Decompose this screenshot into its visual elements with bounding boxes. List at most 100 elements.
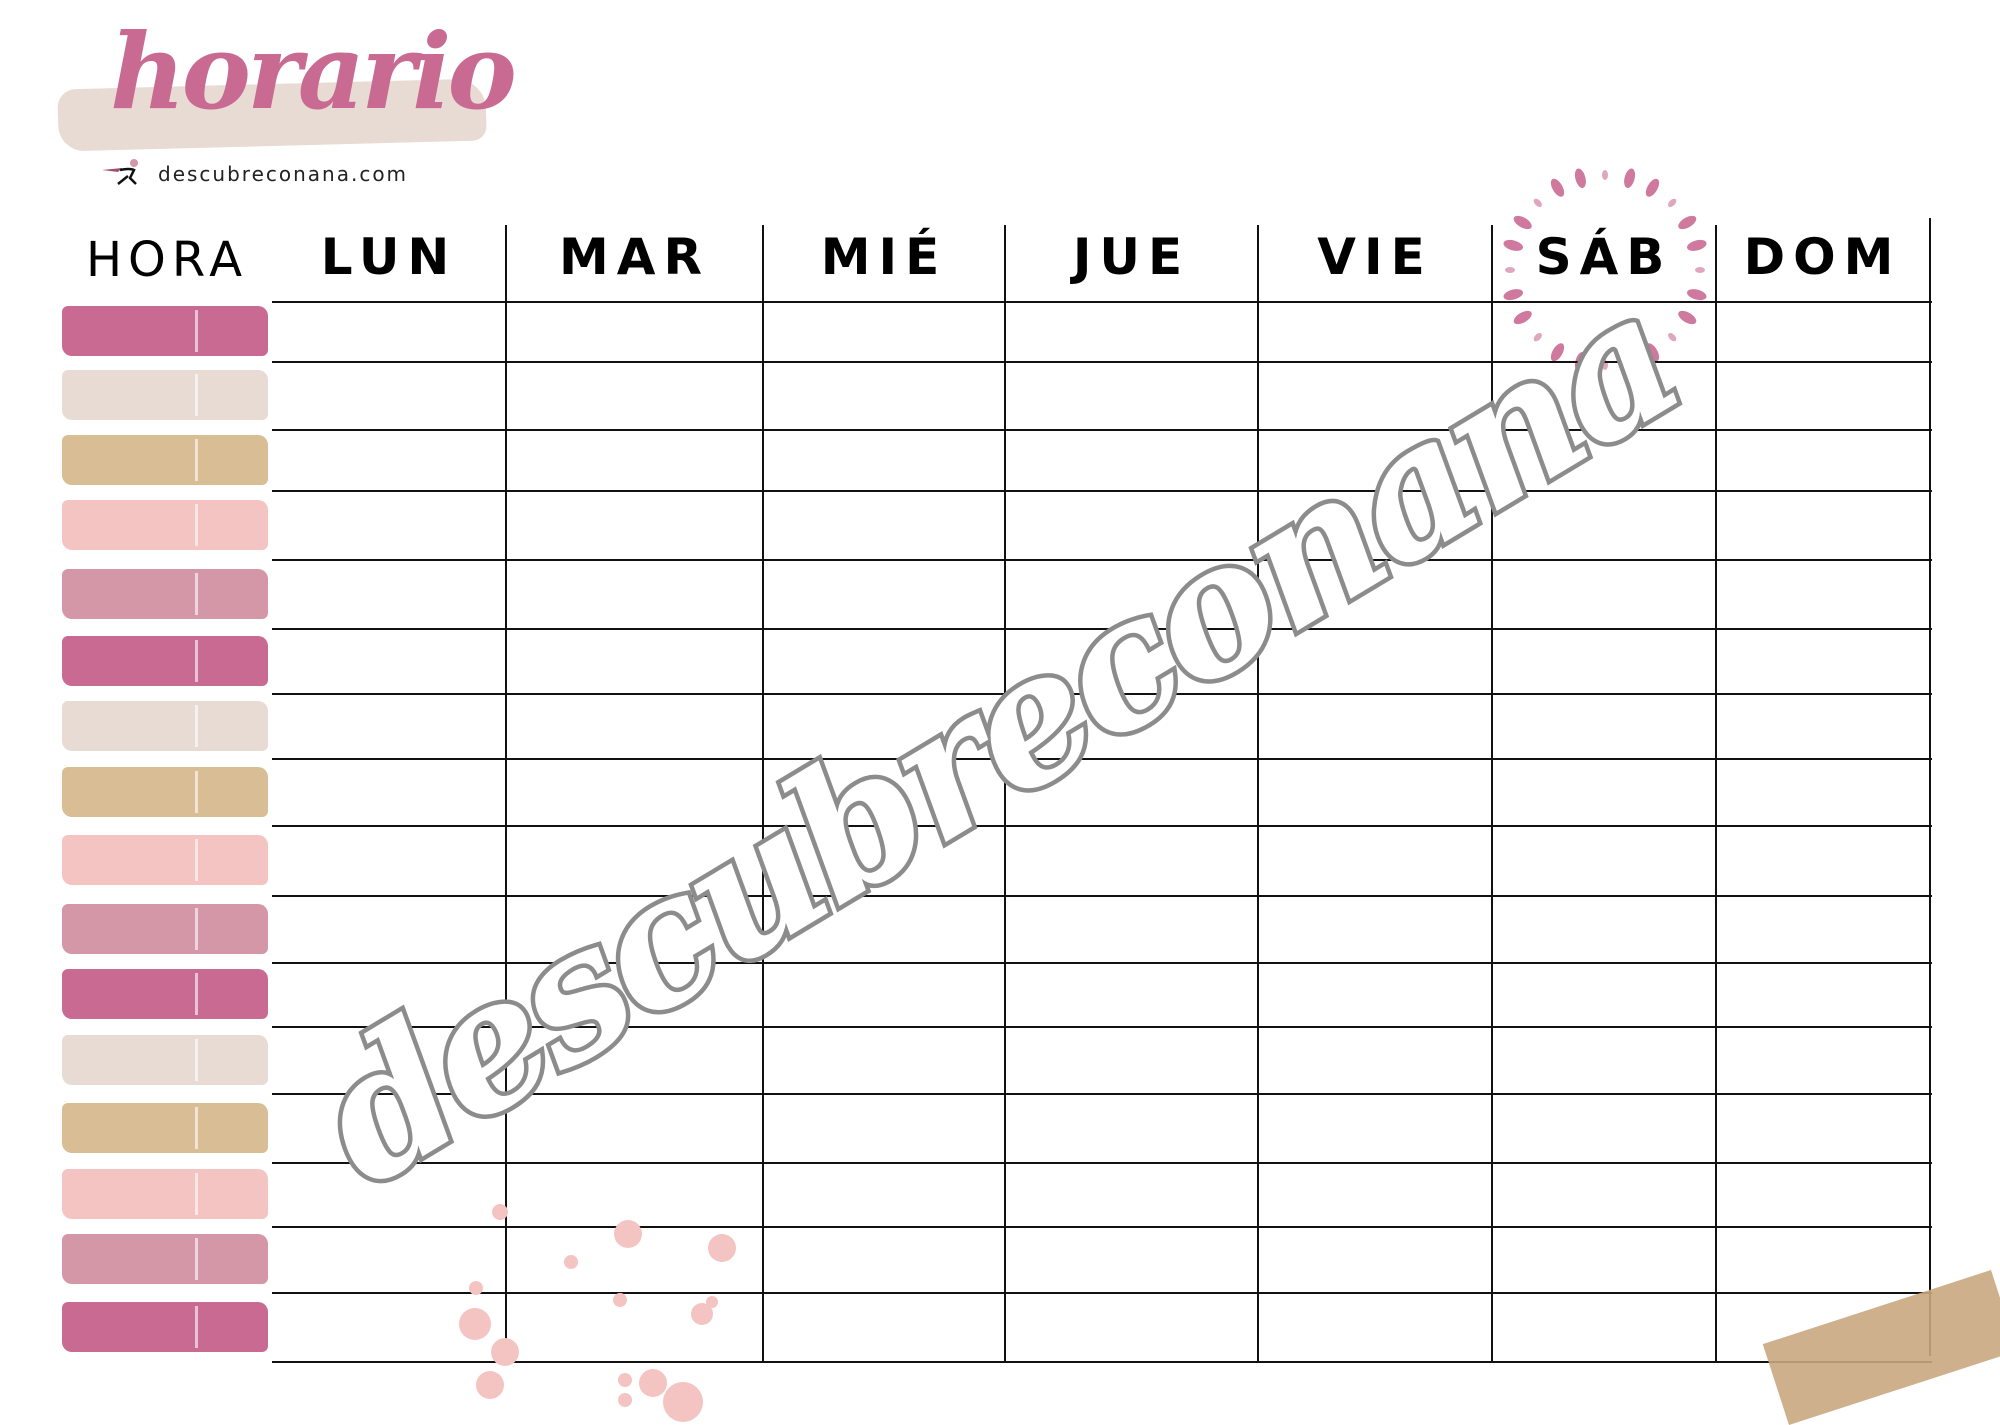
schedule-cell[interactable] <box>1492 361 1716 429</box>
schedule-cell[interactable] <box>1258 1026 1492 1093</box>
schedule-cell[interactable] <box>1005 361 1258 429</box>
schedule-cell[interactable] <box>763 825 1005 895</box>
schedule-cell[interactable] <box>1716 490 1929 559</box>
schedule-cell[interactable] <box>1258 758 1492 825</box>
schedule-cell[interactable] <box>1492 1162 1716 1226</box>
schedule-cell[interactable] <box>763 1226 1005 1292</box>
schedule-cell[interactable] <box>1492 1226 1716 1292</box>
schedule-cell[interactable] <box>1492 693 1716 758</box>
schedule-cell[interactable] <box>272 693 506 758</box>
schedule-cell[interactable] <box>506 1162 763 1226</box>
schedule-cell[interactable] <box>506 301 763 361</box>
schedule-cell[interactable] <box>1005 1093 1258 1162</box>
schedule-cell[interactable] <box>506 429 763 490</box>
schedule-cell[interactable] <box>272 559 506 628</box>
hour-slot-swatch[interactable] <box>62 1234 268 1284</box>
schedule-cell[interactable] <box>1492 825 1716 895</box>
schedule-cell[interactable] <box>1005 1292 1258 1361</box>
schedule-cell[interactable] <box>1005 429 1258 490</box>
schedule-cell[interactable] <box>1716 559 1929 628</box>
schedule-cell[interactable] <box>506 559 763 628</box>
schedule-cell[interactable] <box>272 895 506 962</box>
hour-slot-swatch[interactable] <box>62 499 268 550</box>
schedule-cell[interactable] <box>1258 693 1492 758</box>
schedule-cell[interactable] <box>506 1026 763 1093</box>
schedule-cell[interactable] <box>1258 825 1492 895</box>
schedule-cell[interactable] <box>763 559 1005 628</box>
schedule-cell[interactable] <box>1258 361 1492 429</box>
schedule-cell[interactable] <box>1492 1093 1716 1162</box>
schedule-cell[interactable] <box>1258 628 1492 693</box>
schedule-cell[interactable] <box>1258 895 1492 962</box>
schedule-cell[interactable] <box>1005 1226 1258 1292</box>
schedule-cell[interactable] <box>1716 1026 1929 1093</box>
hour-slot-swatch[interactable] <box>62 1169 268 1219</box>
schedule-cell[interactable] <box>1716 429 1929 490</box>
schedule-cell[interactable] <box>763 693 1005 758</box>
schedule-cell[interactable] <box>1492 1292 1716 1361</box>
schedule-cell[interactable] <box>506 490 763 559</box>
hour-slot-swatch[interactable] <box>62 700 268 751</box>
schedule-cell[interactable] <box>763 895 1005 962</box>
schedule-cell[interactable] <box>763 628 1005 693</box>
schedule-cell[interactable] <box>1258 429 1492 490</box>
schedule-cell[interactable] <box>1258 1162 1492 1226</box>
schedule-cell[interactable] <box>763 962 1005 1026</box>
schedule-cell[interactable] <box>1716 628 1929 693</box>
schedule-cell[interactable] <box>506 693 763 758</box>
schedule-cell[interactable] <box>1258 559 1492 628</box>
schedule-cell[interactable] <box>1716 1226 1929 1292</box>
hour-slot-swatch[interactable] <box>62 1034 268 1085</box>
schedule-cell[interactable] <box>272 1093 506 1162</box>
schedule-cell[interactable] <box>763 490 1005 559</box>
schedule-cell[interactable] <box>1005 628 1258 693</box>
schedule-cell[interactable] <box>763 1292 1005 1361</box>
schedule-cell[interactable] <box>1492 429 1716 490</box>
schedule-cell[interactable] <box>1492 895 1716 962</box>
schedule-cell[interactable] <box>272 758 506 825</box>
schedule-cell[interactable] <box>1716 962 1929 1026</box>
hour-slot-swatch[interactable] <box>62 1102 268 1153</box>
schedule-cell[interactable] <box>763 1093 1005 1162</box>
schedule-cell[interactable] <box>1005 693 1258 758</box>
schedule-cell[interactable] <box>272 361 506 429</box>
schedule-cell[interactable] <box>506 628 763 693</box>
schedule-cell[interactable] <box>506 825 763 895</box>
schedule-cell[interactable] <box>1492 962 1716 1026</box>
schedule-cell[interactable] <box>1716 301 1929 361</box>
schedule-cell[interactable] <box>1716 825 1929 895</box>
schedule-cell[interactable] <box>763 301 1005 361</box>
hour-slot-swatch[interactable] <box>62 635 268 686</box>
schedule-cell[interactable] <box>506 1093 763 1162</box>
schedule-cell[interactable] <box>506 1292 763 1361</box>
hour-slot-swatch[interactable] <box>62 568 268 619</box>
schedule-cell[interactable] <box>1492 758 1716 825</box>
schedule-cell[interactable] <box>272 490 506 559</box>
schedule-cell[interactable] <box>272 962 506 1026</box>
hour-slot-swatch[interactable] <box>62 1301 268 1352</box>
schedule-cell[interactable] <box>1258 962 1492 1026</box>
schedule-cell[interactable] <box>1005 895 1258 962</box>
schedule-cell[interactable] <box>1258 301 1492 361</box>
hour-slot-swatch[interactable] <box>62 835 268 885</box>
schedule-cell[interactable] <box>272 1162 506 1226</box>
schedule-cell[interactable] <box>272 825 506 895</box>
hour-slot-swatch[interactable] <box>62 370 268 420</box>
schedule-cell[interactable] <box>1005 825 1258 895</box>
schedule-cell[interactable] <box>1492 490 1716 559</box>
hour-slot-swatch[interactable] <box>62 306 268 356</box>
hour-slot-swatch[interactable] <box>62 434 268 485</box>
schedule-cell[interactable] <box>506 895 763 962</box>
schedule-cell[interactable] <box>1005 1026 1258 1093</box>
schedule-cell[interactable] <box>1716 693 1929 758</box>
schedule-cell[interactable] <box>1258 490 1492 559</box>
schedule-cell[interactable] <box>506 361 763 429</box>
schedule-cell[interactable] <box>1258 1093 1492 1162</box>
schedule-cell[interactable] <box>1258 1226 1492 1292</box>
schedule-cell[interactable] <box>1716 895 1929 962</box>
schedule-cell[interactable] <box>1492 628 1716 693</box>
hour-slot-swatch[interactable] <box>62 969 268 1019</box>
schedule-cell[interactable] <box>1492 1026 1716 1093</box>
schedule-cell[interactable] <box>1716 361 1929 429</box>
schedule-cell[interactable] <box>1005 1162 1258 1226</box>
